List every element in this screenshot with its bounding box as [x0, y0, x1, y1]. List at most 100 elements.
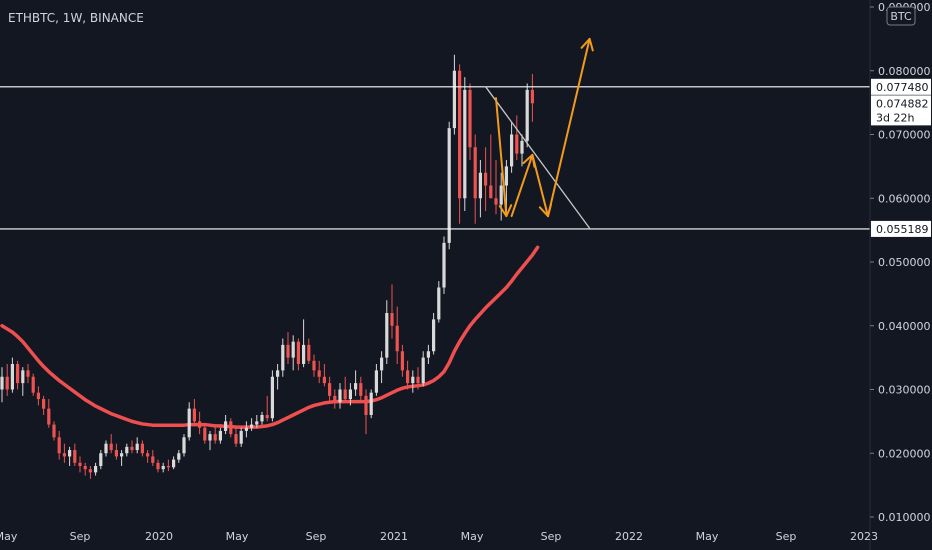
currency-label: BTC	[890, 10, 912, 23]
candle-body	[421, 357, 425, 384]
candle-body	[140, 443, 144, 454]
time-axis: May Sep 2020 May Sep 2021 May Sep 2022 May Sep 2023	[0, 530, 878, 543]
candle-body	[10, 364, 14, 390]
candle-body	[338, 389, 342, 403]
candle	[244, 421, 248, 438]
candle	[390, 284, 394, 339]
candle	[78, 456, 82, 473]
candle-body	[442, 242, 446, 288]
y-tick-label: 0.080000	[878, 65, 931, 78]
arrow-head	[498, 204, 513, 218]
candle	[426, 344, 430, 364]
candle	[281, 338, 285, 377]
candle	[265, 395, 269, 422]
candle-body	[302, 344, 306, 364]
drawings-layer	[485, 37, 594, 229]
candle-body	[265, 415, 269, 419]
x-tick-label: May	[226, 530, 249, 543]
candle-body	[395, 325, 399, 352]
candle-body	[494, 198, 498, 205]
candle	[21, 367, 25, 396]
candle	[177, 450, 181, 463]
candle	[333, 389, 337, 409]
candle-body	[307, 344, 311, 361]
candle-body	[21, 370, 25, 384]
candle	[328, 376, 332, 403]
candle-body	[47, 408, 51, 425]
candle	[406, 360, 410, 390]
candle	[42, 395, 46, 415]
candle	[234, 427, 238, 447]
candle-body	[380, 357, 384, 371]
candle-body	[125, 446, 129, 454]
candle-body	[530, 89, 534, 104]
candle-body	[458, 70, 462, 199]
x-tick-label: Sep	[306, 530, 327, 543]
candle	[478, 160, 482, 218]
candle	[0, 367, 4, 403]
candle	[302, 319, 306, 368]
candle-body	[525, 89, 529, 141]
candle-body	[499, 185, 503, 205]
candle	[385, 300, 389, 364]
candle	[26, 364, 30, 384]
candle	[442, 236, 446, 294]
candle	[520, 134, 524, 167]
candle	[208, 430, 212, 451]
candle-body	[447, 128, 451, 243]
candle-body	[328, 383, 332, 396]
currency-badge[interactable]: BTC	[886, 6, 916, 26]
candle-body	[385, 313, 389, 358]
candle	[458, 64, 462, 224]
candle	[239, 427, 243, 447]
candle-body	[369, 392, 373, 415]
candle	[452, 54, 456, 135]
candle	[203, 424, 207, 444]
candle-body	[198, 421, 202, 428]
candle	[229, 418, 233, 438]
candle	[354, 370, 358, 396]
candle	[307, 338, 311, 364]
candle-body	[432, 319, 436, 352]
candle-body	[296, 341, 300, 364]
bar-countdown-label: 3d 22h	[876, 111, 914, 124]
y-tick-label: 0.050000	[878, 256, 931, 269]
candle-body	[484, 172, 488, 186]
candle-body	[473, 147, 477, 199]
candle	[437, 281, 441, 323]
last-price-tag	[871, 95, 931, 126]
chart-title: ETHBTC, 1W, BINANCE	[8, 11, 144, 25]
candle-body	[239, 430, 243, 444]
candle-body	[354, 383, 358, 390]
candle-body	[406, 370, 410, 384]
candle-body	[62, 453, 66, 457]
candle	[250, 418, 254, 431]
candle-body	[109, 443, 113, 451]
candle	[432, 313, 436, 355]
candle	[286, 332, 290, 364]
candle	[182, 434, 186, 457]
candle	[296, 338, 300, 371]
candle-body	[510, 134, 514, 167]
y-tick-label: 0.070000	[878, 129, 931, 142]
x-tick-label: 2020	[145, 530, 173, 543]
candle	[83, 462, 87, 476]
candle	[447, 121, 451, 250]
arrow-shaft	[531, 153, 549, 218]
candle-body	[73, 450, 77, 463]
candle-body	[234, 434, 238, 444]
candle	[338, 383, 342, 409]
candle-body	[520, 140, 524, 154]
projection-arrow[interactable]	[547, 37, 594, 218]
projection-arrow[interactable]	[495, 97, 513, 218]
candle	[530, 73, 534, 122]
candle-body	[208, 434, 212, 441]
candle-body	[31, 376, 35, 393]
x-tick-label: Sep	[776, 530, 797, 543]
arrow-head	[580, 37, 594, 52]
candle	[504, 160, 508, 211]
trendline[interactable]	[485, 86, 591, 229]
candle-body	[416, 376, 420, 384]
